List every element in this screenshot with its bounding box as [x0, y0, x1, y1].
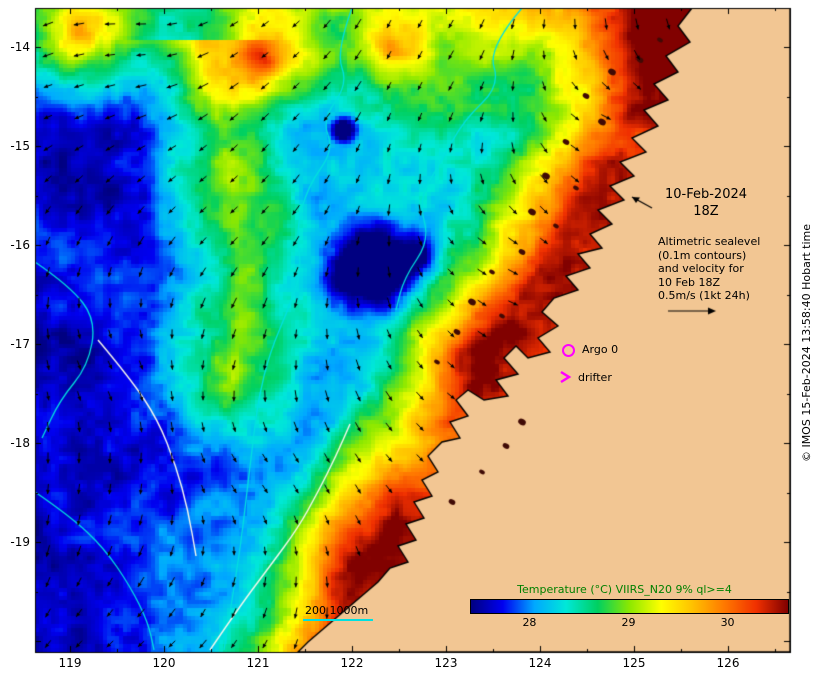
argo-marker-icon — [562, 344, 575, 357]
altimetry-note-line: and velocity for — [658, 262, 744, 275]
y-tick-label: -17 — [10, 337, 30, 351]
depth-contour-legend: 200 1000m — [305, 604, 369, 617]
x-tick-label: 120 — [152, 656, 176, 670]
altimetry-note-line: (0.1m contours) — [658, 248, 747, 262]
altimetry-note-line: 0.5m/s (1kt 24h) — [658, 289, 750, 302]
y-tick-label: -16 — [10, 238, 30, 252]
y-tick-label: -15 — [10, 139, 30, 153]
y-tick-label: -19 — [10, 535, 30, 549]
colorbar-tick-label: 30 — [720, 616, 735, 629]
y-tick-label: -18 — [10, 436, 30, 450]
x-tick-label: 125 — [622, 656, 646, 670]
x-tick-label: 121 — [246, 656, 270, 670]
x-tick-label: 119 — [58, 656, 82, 670]
x-tick-label: 124 — [528, 656, 552, 670]
x-tick-label: 122 — [340, 656, 364, 670]
colorbar-tick-label: 29 — [621, 616, 636, 629]
colorbar-tick-label: 28 — [522, 616, 537, 629]
y-tick-label: -14 — [10, 40, 30, 54]
drifter-icon — [556, 368, 574, 390]
altimetry-note-line: 10 Feb 18Z — [658, 275, 720, 289]
x-tick-label: 126 — [716, 656, 740, 670]
imos-credit: © IMOS 15-Feb-2024 13:58:40 Hobart time — [800, 223, 813, 463]
depth-contour-sample-line — [303, 619, 373, 621]
map-date-label: 10-Feb-2024 — [664, 187, 748, 202]
map-datetime: 10-Feb-2024 18Z — [650, 186, 762, 220]
colorbar-title: Temperature (°C) VIIRS_N20 9% ql>=4 — [517, 583, 732, 596]
argo-label: Argo 0 — [582, 343, 619, 356]
map-time-label: 18Z — [693, 204, 719, 219]
colorbar-gradient — [470, 599, 789, 614]
altimetry-note: Altimetric sealevel (0.1m contours) and … — [658, 235, 776, 303]
drifter-label: drifter — [578, 371, 612, 384]
x-tick-label: 123 — [434, 656, 458, 670]
altimetry-note-line: Altimetric sealevel — [658, 235, 761, 248]
